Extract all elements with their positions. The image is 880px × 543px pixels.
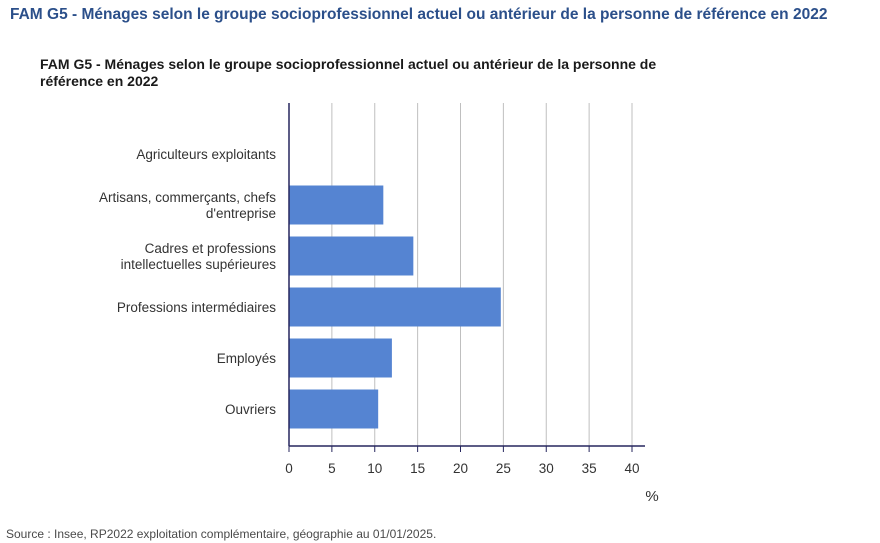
chart-title: FAM G5 - Ménages selon le groupe sociopr… bbox=[40, 56, 657, 89]
x-tick-label: 15 bbox=[410, 461, 425, 476]
category-label: Artisans, commerçants, chefs bbox=[99, 190, 276, 205]
x-tick-label: 5 bbox=[328, 461, 336, 476]
category-label: Ouvriers bbox=[225, 402, 276, 417]
category-label: Employés bbox=[217, 351, 277, 366]
bar bbox=[289, 185, 384, 225]
x-tick-label: 20 bbox=[453, 461, 468, 476]
x-tick-label: 30 bbox=[539, 461, 554, 476]
x-tick-label: 25 bbox=[496, 461, 511, 476]
category-label: Agriculteurs exploitants bbox=[136, 147, 276, 162]
bar bbox=[289, 236, 414, 276]
page-heading: FAM G5 - Ménages selon le groupe sociopr… bbox=[10, 6, 828, 23]
bar bbox=[289, 338, 392, 378]
bar bbox=[289, 287, 501, 327]
x-axis-label: % bbox=[645, 488, 658, 505]
x-tick-label: 40 bbox=[624, 461, 639, 476]
category-label: Professions intermédiaires bbox=[117, 300, 276, 315]
bar bbox=[289, 389, 379, 429]
source-note: Source : Insee, RP2022 exploitation comp… bbox=[6, 527, 437, 541]
category-label: intellectuelles supérieures bbox=[121, 257, 277, 272]
x-tick-label: 10 bbox=[367, 461, 382, 476]
category-label: Cadres et professions bbox=[145, 241, 277, 256]
x-tick-label: 0 bbox=[285, 461, 293, 476]
x-tick-label: 35 bbox=[582, 461, 597, 476]
category-label: d'entreprise bbox=[206, 206, 276, 221]
